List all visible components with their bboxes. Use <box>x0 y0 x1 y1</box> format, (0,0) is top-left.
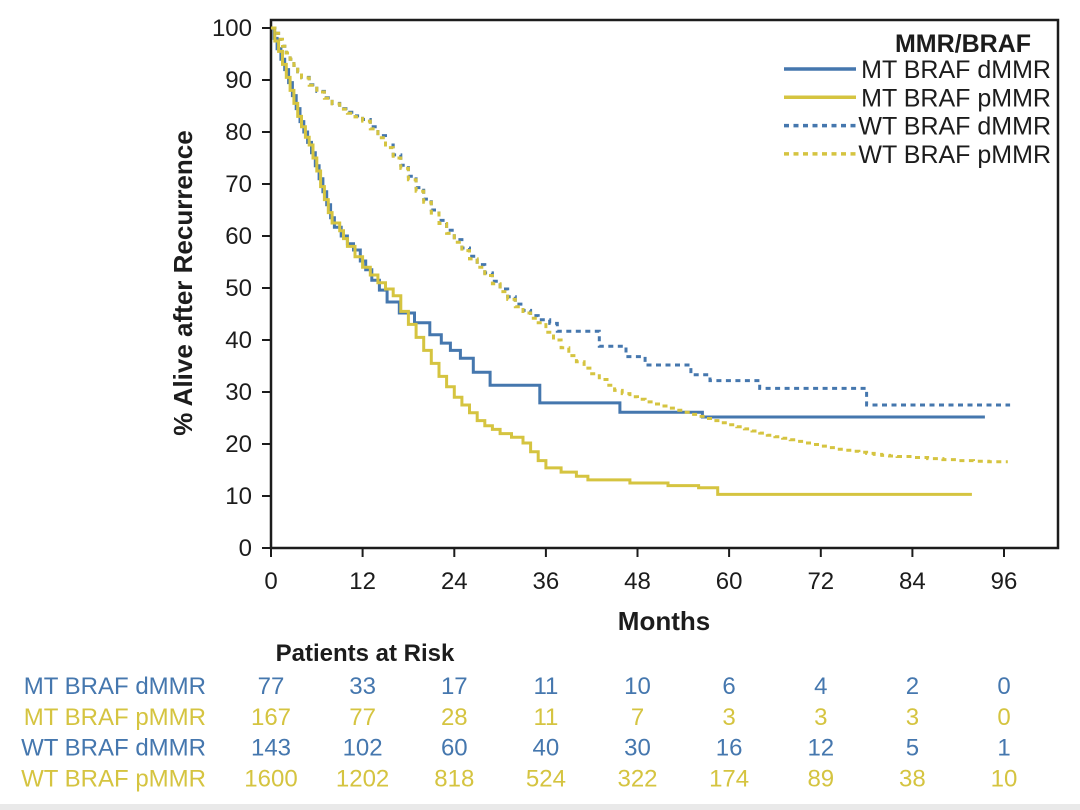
survival-curves <box>271 26 1011 496</box>
risk-count: 10 <box>991 765 1018 792</box>
risk-row-label-wt-braf-dmmr: WT BRAF dMMR <box>21 735 206 762</box>
risk-count: 11 <box>533 704 558 731</box>
legend-label-mt-braf-pmmr: MT BRAF pMMR <box>861 84 1051 112</box>
risk-count: 4 <box>814 673 827 700</box>
x-tick-label: 60 <box>716 568 743 595</box>
x-axis-title: Months <box>618 606 710 636</box>
screenshot-edge-shadow <box>0 804 1080 810</box>
y-tick-label: 50 <box>225 275 252 302</box>
y-tick-label: 20 <box>225 431 252 458</box>
y-tick-label: 100 <box>212 15 252 42</box>
x-tick-label: 36 <box>533 568 560 595</box>
legend-label-wt-braf-dmmr: WT BRAF dMMR <box>858 113 1051 141</box>
risk-count: 30 <box>624 735 651 762</box>
risk-row-label-mt-braf-dmmr: MT BRAF dMMR <box>24 673 206 700</box>
risk-count: 3 <box>814 704 827 731</box>
risk-count: 11 <box>533 673 558 700</box>
risk-count: 38 <box>899 765 926 792</box>
risk-count: 1 <box>997 735 1010 762</box>
y-tick-label: 90 <box>225 67 252 94</box>
risk-count: 818 <box>434 765 474 792</box>
risk-count: 524 <box>526 765 566 792</box>
y-tick-label: 80 <box>225 119 252 146</box>
y-axis-title: % Alive after Recurrence <box>168 130 198 435</box>
x-tick-label: 96 <box>991 568 1018 595</box>
risk-count: 28 <box>441 704 468 731</box>
legend-label-wt-braf-pmmr: WT BRAF pMMR <box>858 141 1051 169</box>
risk-count: 174 <box>709 765 749 792</box>
axis-ticks: 0 10 20 30 40 50 60 70 80 90 100 0 12 24 36 48 60 72 84 96 <box>212 15 1017 595</box>
risk-count: 16 <box>716 735 743 762</box>
risk-count: 322 <box>617 765 657 792</box>
x-tick-label: 48 <box>624 568 651 595</box>
risk-count: 3 <box>906 704 919 731</box>
risk-count: 102 <box>343 735 383 762</box>
legend-label-mt-braf-dmmr: MT BRAF dMMR <box>861 56 1051 84</box>
risk-row-label-wt-braf-pmmr: WT BRAF pMMR <box>21 765 206 792</box>
y-tick-label: 30 <box>225 379 252 406</box>
risk-count: 167 <box>251 704 291 731</box>
risk-count: 143 <box>251 735 291 762</box>
risk-table-title: Patients at Risk <box>276 640 455 667</box>
risk-count: 89 <box>807 765 834 792</box>
risk-count: 7 <box>631 704 644 731</box>
risk-count: 0 <box>997 704 1010 731</box>
plot-frame <box>269 18 1060 550</box>
risk-count: 77 <box>349 704 376 731</box>
x-tick-label: 12 <box>349 568 376 595</box>
risk-count: 77 <box>258 673 285 700</box>
x-tick-label: 0 <box>264 568 277 595</box>
risk-count: 1202 <box>336 765 389 792</box>
legend-title: MMR/BRAF <box>895 30 1031 58</box>
risk-count: 3 <box>722 704 735 731</box>
y-tick-label: 10 <box>225 483 252 510</box>
risk-count: 1600 <box>244 765 297 792</box>
patients-at-risk-table: MT BRAF dMMR 77 33 17 11 10 6 4 2 0MT BRAF pMMR 16… <box>21 673 1017 792</box>
curve-mt-braf-pmmr <box>271 26 972 496</box>
risk-row-label-mt-braf-pmmr: MT BRAF pMMR <box>24 704 206 731</box>
y-tick-label: 60 <box>225 223 252 250</box>
risk-count: 12 <box>807 735 834 762</box>
risk-count: 33 <box>349 673 376 700</box>
y-tick-label: 70 <box>225 171 252 198</box>
risk-count: 0 <box>997 673 1010 700</box>
x-tick-label: 24 <box>441 568 468 595</box>
risk-count: 5 <box>906 735 919 762</box>
risk-count: 60 <box>441 735 468 762</box>
risk-count: 17 <box>441 673 468 700</box>
risk-count: 40 <box>533 735 560 762</box>
curve-wt-braf-pmmr <box>271 26 1008 464</box>
risk-count: 10 <box>624 673 651 700</box>
y-tick-label: 0 <box>239 535 252 562</box>
risk-count: 2 <box>906 673 919 700</box>
risk-count: 6 <box>722 673 735 700</box>
y-tick-label: 40 <box>225 327 252 354</box>
x-tick-label: 84 <box>899 568 926 595</box>
x-tick-label: 72 <box>807 568 834 595</box>
